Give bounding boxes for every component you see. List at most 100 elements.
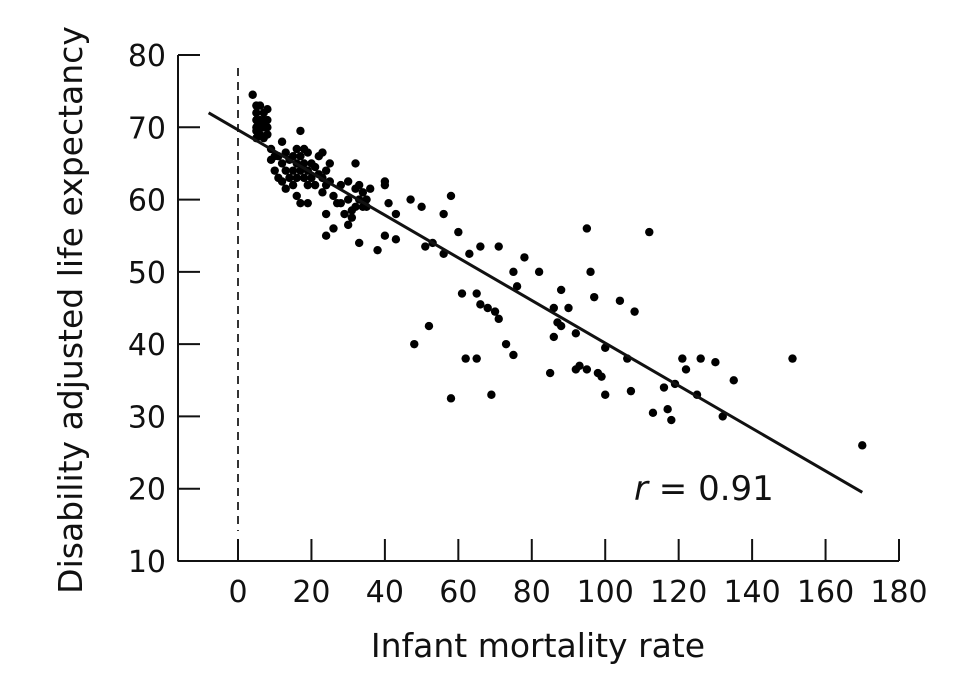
data-point [263,130,272,139]
data-point [310,180,320,190]
data-point [476,300,485,309]
y-axis: 10 20 30 40 50 60 70 80 [128,39,200,580]
data-point [318,188,327,197]
data-point [545,368,555,378]
data-point [406,195,415,204]
data-point [380,180,390,190]
data-point [281,184,290,193]
data-point [380,231,390,240]
data-point [329,191,338,201]
data-point [285,173,294,183]
y-tick-label: 50 [128,256,166,291]
data-point [564,303,573,313]
data-point [277,177,287,186]
data-point [343,195,353,204]
data-point [277,137,287,146]
data-point [321,209,331,219]
data-point [307,173,316,183]
y-tick-label: 10 [128,545,166,580]
data-point [248,90,257,99]
data-point [321,166,331,175]
data-point [582,224,592,233]
data-point [696,354,705,363]
y-tick-label: 20 [128,473,166,508]
x-tick-label: 60 [439,575,477,610]
data-point [509,267,518,277]
data-point [457,289,467,298]
data-point [321,231,331,240]
data-point [318,148,327,157]
data-point [343,177,353,186]
data-point [586,267,595,277]
data-point [263,115,272,125]
data-point [303,148,312,157]
data-point [667,415,676,425]
data-point [454,227,463,237]
data-point [582,365,592,374]
regression-line [207,111,864,494]
data-point [347,213,357,222]
data-point [512,282,522,291]
data-point [446,394,456,403]
y-tick-label: 70 [128,111,166,146]
data-point [424,321,434,331]
data-point [571,329,581,338]
data-point [483,303,492,313]
x-tick-label: 100 [577,575,634,610]
data-point [343,220,353,230]
x-tick-label: 120 [650,575,707,610]
data-point [439,209,448,219]
x-axis-title: Infant mortality rate [371,626,705,665]
data-point [501,339,511,349]
data-point [556,321,566,331]
data-point [659,383,669,392]
data-point [296,198,305,208]
data-point [288,152,298,161]
x-tick-label: 180 [870,575,927,610]
data-point [494,314,503,324]
data-point [252,108,261,118]
data-point [351,202,360,211]
data-point [281,166,290,175]
data-point [292,144,301,154]
data-point [336,198,346,208]
data-point [648,408,658,418]
data-point [590,292,599,302]
y-tick-label: 40 [128,328,166,363]
r-value: = 0.91 [648,469,774,509]
data-point [556,285,566,295]
data-point [615,296,625,305]
data-point [465,249,474,258]
y-axis-title: Disability adjusted life expectancy [51,26,90,594]
data-point [384,198,393,208]
data-point [472,289,481,298]
data-point [549,332,559,342]
data-point [391,235,401,244]
data-point [729,376,738,385]
data-point [296,152,305,161]
y-tick-label: 80 [128,39,166,74]
data-point [494,242,503,251]
data-point [678,354,687,363]
data-point [263,123,272,132]
data-point [446,191,456,201]
data-point [255,101,265,110]
data-point [487,390,496,399]
data-point [354,238,364,248]
data-point [329,224,338,233]
r-symbol: r [634,469,650,509]
data-point [358,188,368,197]
data-point [303,198,312,208]
y-tick-label: 30 [128,400,166,435]
data-point [340,209,349,219]
data-point [303,180,312,190]
data-point [718,412,727,421]
data-point [270,166,279,175]
data-point [645,227,654,237]
x-tick-label: 80 [513,575,551,610]
data-point [476,242,485,251]
data-point [296,126,305,136]
data-point [858,441,867,450]
data-point [601,390,610,399]
